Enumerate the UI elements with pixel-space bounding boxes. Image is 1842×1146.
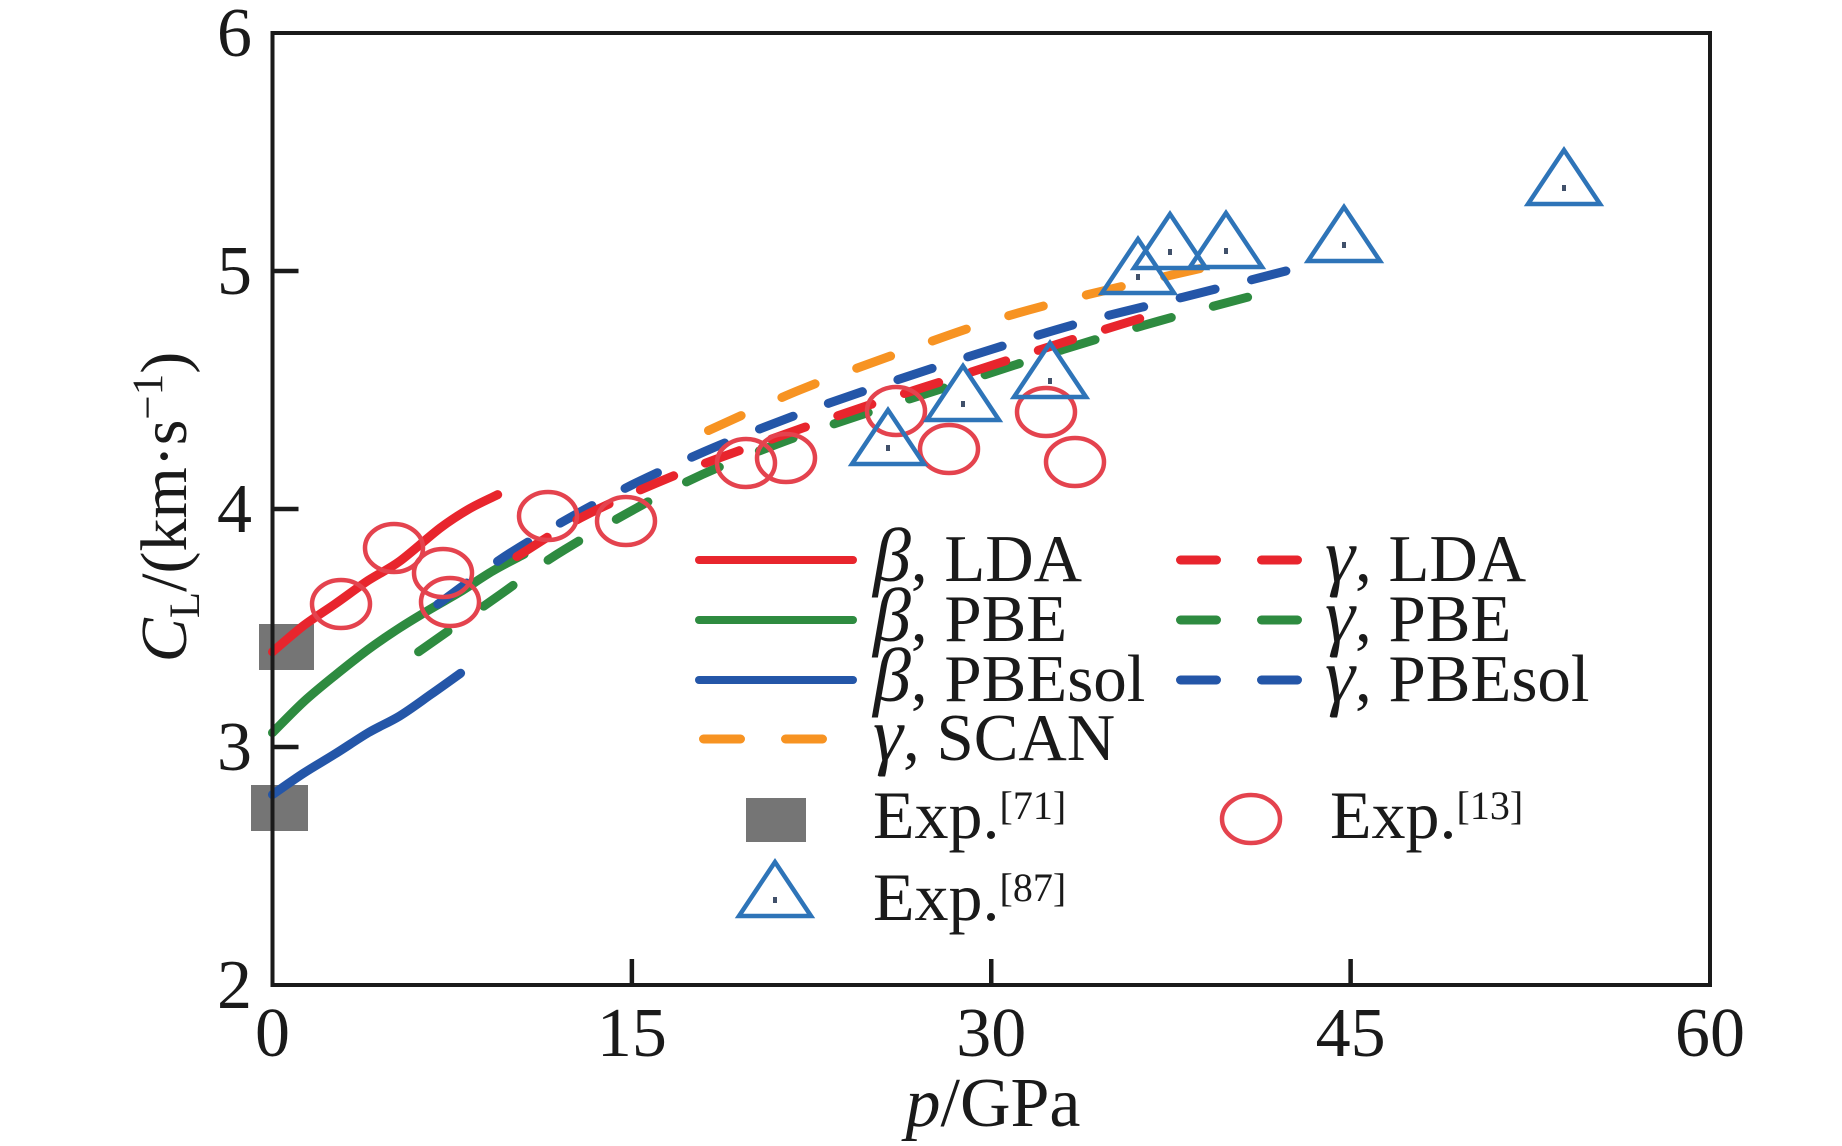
- svg-text:3: 3: [217, 709, 252, 786]
- svg-text:45: 45: [1316, 995, 1386, 1072]
- svg-text:4: 4: [217, 471, 252, 548]
- svg-text:γ, SCAN: γ, SCAN: [873, 693, 1115, 777]
- svg-text:γ, PBE: γ, PBE: [1325, 574, 1511, 658]
- svg-text:30: 30: [956, 995, 1026, 1072]
- svg-text:5: 5: [217, 233, 252, 310]
- svg-text:β, LDA: β, LDA: [871, 514, 1082, 598]
- svg-text:0: 0: [255, 995, 290, 1072]
- svg-text:γ, PBEsol: γ, PBEsol: [1325, 634, 1590, 718]
- svg-text:β, PBEsol: β, PBEsol: [871, 634, 1145, 718]
- svg-text:p/GPa: p/GPa: [901, 1065, 1081, 1142]
- svg-text:β, PBE: β, PBE: [871, 574, 1067, 658]
- svg-text:γ, LDA: γ, LDA: [1325, 514, 1526, 598]
- svg-text:CL/(km·s−1): CL/(km·s−1): [125, 352, 209, 662]
- svg-text:15: 15: [597, 995, 667, 1072]
- svg-text:2: 2: [217, 947, 252, 1024]
- svg-text:6: 6: [217, 0, 252, 72]
- svg-text:60: 60: [1675, 995, 1745, 1072]
